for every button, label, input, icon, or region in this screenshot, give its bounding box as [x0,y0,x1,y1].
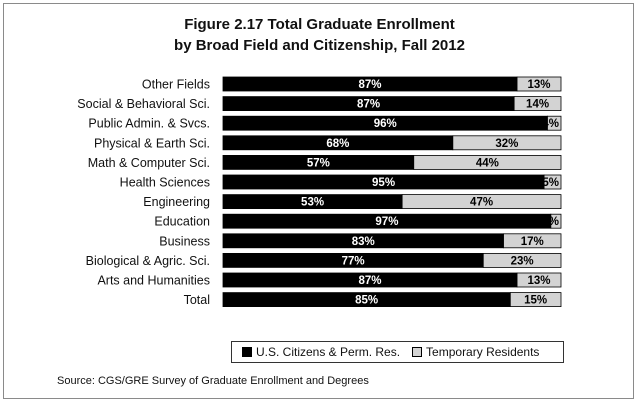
bar-value-label-temporary-residents: 3% [542,216,559,228]
category-label: Public Admin. & Svcs. [88,117,210,131]
bar-value-label-us-citizens: 87% [359,79,382,91]
bar-value-label-temporary-residents: 47% [470,197,493,209]
category-label: Engineering [143,195,210,209]
bar-value-label-us-citizens: 97% [375,216,398,228]
bar-value-label-temporary-residents: 44% [476,157,499,169]
chart-source-note: Source: CGS/GRE Survey of Graduate Enrol… [57,375,369,387]
category-label: Physical & Earth Sci. [94,136,210,150]
bar-value-label-us-citizens: 96% [374,118,397,130]
bar-temporary-residents [482,252,562,268]
bar-value-label-temporary-residents: 17% [521,236,544,248]
bar-temporary-residents [452,135,562,151]
bar-value-label-temporary-residents: 14% [526,99,549,111]
bar-value-label-us-citizens: 85% [355,295,378,307]
legend-swatch-gray [412,347,423,357]
bar-value-label-temporary-residents: 32% [495,138,518,150]
bar-value-label-us-citizens: 57% [307,157,330,169]
bar-temporary-residents [513,96,562,111]
bar-value-label-us-citizens: 77% [342,255,365,267]
bar-value-label-us-citizens: 53% [301,197,324,209]
bar-value-label-temporary-residents: 13% [528,79,551,91]
bar-value-label-temporary-residents: 15% [524,295,547,307]
legend-item-temporary-residents: Temporary Residents [412,345,539,359]
chart-title-line1: Figure 2.17 Total Graduate Enrollment [184,16,455,33]
category-label: Social & Behavioral Sci. [77,97,210,111]
legend-label-us-citizens: U.S. Citizens & Perm. Res. [256,345,401,359]
bar-value-label-us-citizens: 68% [326,138,349,150]
bar-value-label-us-citizens: 95% [372,177,395,189]
bar-temporary-residents [516,272,562,288]
category-label: Other Fields [142,78,210,92]
bar-temporary-residents [503,233,562,249]
bar-temporary-residents [516,76,562,92]
chart-frame [3,3,634,399]
category-label: Math & Computer Sci. [88,156,210,170]
category-label: Business [159,234,210,248]
bar-value-label-temporary-residents: 23% [511,255,534,267]
category-label: Arts and Humanities [97,274,210,288]
legend-swatch-black [242,347,252,357]
bar-value-label-temporary-residents: 5% [542,177,559,189]
bar-temporary-residents [509,292,562,308]
chart-title-line2: by Broad Field and Citizenship, Fall 201… [174,37,465,54]
bar-temporary-residents [550,213,562,229]
bar-value-label-us-citizens: 83% [352,236,375,248]
category-label: Education [154,215,210,229]
bar-temporary-residents [401,194,562,210]
category-label: Total [184,293,210,307]
legend-item-us-citizens: U.S. Citizens & Perm. Res. [242,345,400,359]
bar-value-label-us-citizens: 87% [359,275,382,287]
bar-temporary-residents [413,154,562,170]
bar-value-label-temporary-residents: 13% [528,275,551,287]
chart-legend: U.S. Citizens & Perm. Res. Temporary Res… [231,341,564,363]
chart-title: Figure 2.17 Total Graduate Enrollment by… [0,14,639,56]
legend-label-temporary-residents: Temporary Residents [426,345,540,359]
category-label: Health Sciences [120,176,210,190]
bar-temporary-residents [543,174,562,190]
bar-value-label-us-citizens: 87% [357,99,380,111]
bar-temporary-residents [547,115,562,131]
category-label: Biological & Agric. Sci. [86,254,210,268]
bar-value-label-temporary-residents: 4% [542,118,559,130]
